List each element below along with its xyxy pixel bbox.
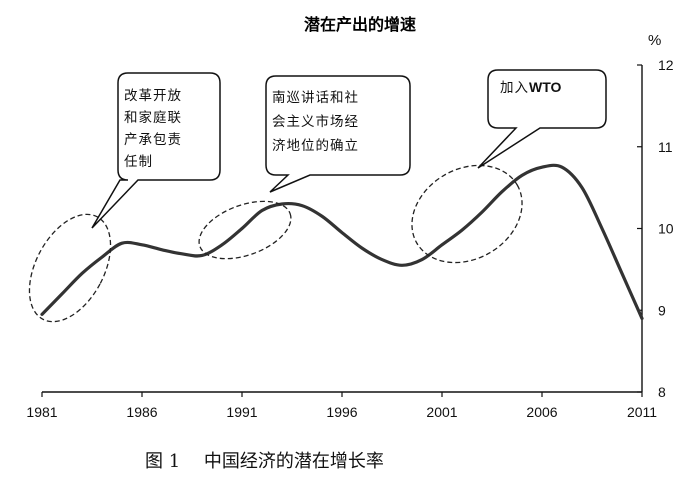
callout-text-reform-1: 改革开放	[124, 88, 182, 104]
figure-caption: 图 1 中国经济的潜在增长率	[145, 451, 384, 472]
x-tick-label: 1981	[26, 404, 57, 420]
series-line	[40, 163, 644, 321]
callout-text-reform-4: 任制	[124, 154, 153, 170]
annotation-callout-reform: 改革开放 和家庭联 产承包责 任制	[91, 72, 221, 229]
y-tick-label: 9	[658, 302, 666, 318]
callout-text-southern-2: 会主义市场经	[272, 113, 359, 130]
y-ticks: 8 9 10 11 12	[637, 57, 674, 400]
chart-title: 潜在产出的增速	[304, 15, 416, 34]
callout-bubble-southern-tour	[265, 75, 411, 193]
callout-bubble-wto	[477, 69, 607, 169]
callout-text-southern-3: 济地位的确立	[272, 138, 359, 154]
y-tick-label: 10	[658, 221, 674, 237]
y-tick-label: 11	[658, 139, 673, 155]
x-tick-label: 2001	[426, 404, 457, 420]
highlight-ellipse-1992	[198, 200, 292, 260]
y-tick-label: 8	[658, 384, 666, 400]
x-tick-label: 2011	[627, 404, 657, 420]
callout-text-wto-cn: 加入	[500, 80, 529, 96]
callout-text-southern-1: 南巡讲话和社	[272, 90, 359, 106]
x-tick-label: 1996	[326, 404, 357, 420]
x-tick-label: 1986	[126, 404, 157, 420]
annotation-callout-southern-tour: 南巡讲话和社 会主义市场经 济地位的确立	[265, 75, 411, 193]
callout-text-wto-latin: WTO	[529, 79, 562, 95]
annotation-callout-wto: 加入WTO	[477, 69, 607, 169]
highlight-ellipse-1983	[28, 213, 112, 323]
callout-bubble-reform	[91, 72, 221, 229]
x-ticks: 1981 1986 1991 1996 2001 2006 2011	[26, 392, 657, 420]
y-tick-label: 12	[658, 57, 674, 73]
y-axis-unit: %	[648, 32, 661, 49]
x-tick-label: 2006	[526, 404, 557, 420]
x-tick-label: 1991	[226, 404, 257, 420]
callout-text-reform-3: 产承包责	[124, 132, 182, 148]
highlight-ellipse-2003	[411, 164, 523, 264]
callout-text-wto: 加入WTO	[500, 79, 562, 96]
callout-text-reform-2: 和家庭联	[124, 109, 182, 126]
